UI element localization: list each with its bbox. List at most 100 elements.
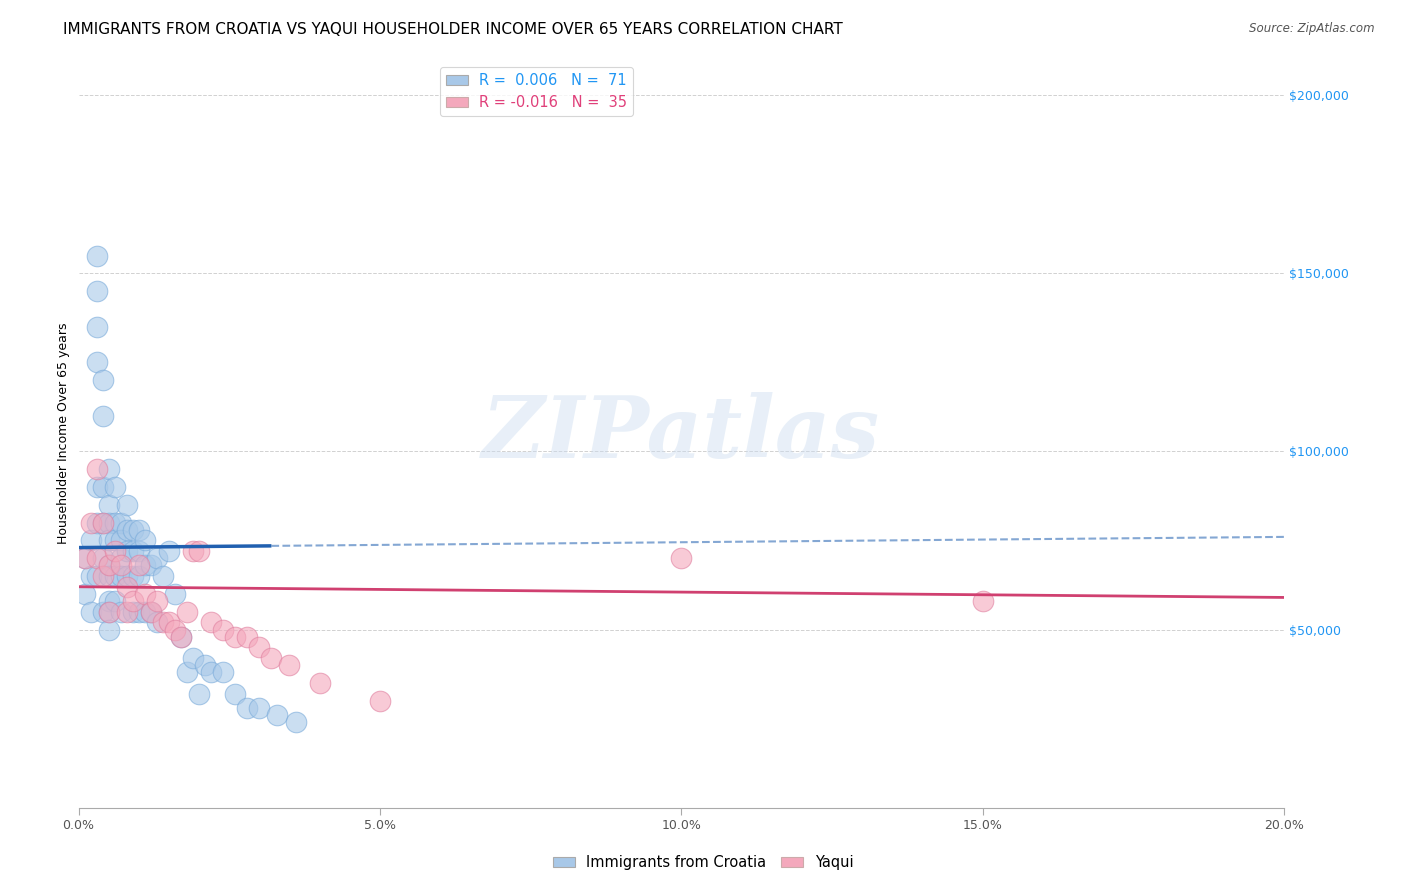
Point [73, 551, 96, 566]
Text: ZIPatlas: ZIPatlas [482, 392, 880, 475]
Point [86, 355, 108, 369]
Point [121, 544, 143, 558]
Point [134, 587, 156, 601]
Point [188, 687, 211, 701]
Point [110, 558, 132, 573]
Point [115, 605, 138, 619]
Point [152, 569, 174, 583]
Legend: Immigrants from Croatia, Yaqui: Immigrants from Croatia, Yaqui [547, 849, 859, 876]
Point [247, 701, 270, 715]
Point [128, 544, 150, 558]
Point [284, 715, 307, 730]
Point [79, 533, 101, 548]
Point [110, 533, 132, 548]
Point [115, 544, 138, 558]
Point [115, 569, 138, 583]
Point [170, 630, 193, 644]
Point [91, 605, 114, 619]
Point [170, 630, 193, 644]
Point [224, 687, 246, 701]
Point [79, 605, 101, 619]
Point [97, 605, 120, 619]
Point [91, 409, 114, 423]
Point [91, 516, 114, 530]
Point [128, 605, 150, 619]
Point [176, 605, 198, 619]
Point [79, 569, 101, 583]
Point [266, 708, 288, 723]
Y-axis label: Householder Income Over 65 years: Householder Income Over 65 years [58, 323, 70, 544]
Point [146, 551, 169, 566]
Point [163, 623, 186, 637]
Point [212, 665, 235, 680]
Point [104, 480, 127, 494]
Text: IMMIGRANTS FROM CROATIA VS YAQUI HOUSEHOLDER INCOME OVER 65 YEARS CORRELATION CH: IMMIGRANTS FROM CROATIA VS YAQUI HOUSEHO… [63, 22, 844, 37]
Point [86, 516, 108, 530]
Point [121, 523, 143, 537]
Point [104, 533, 127, 548]
Point [236, 701, 259, 715]
Point [110, 551, 132, 566]
Point [79, 516, 101, 530]
Text: Source: ZipAtlas.com: Source: ZipAtlas.com [1250, 22, 1375, 36]
Point [86, 248, 108, 262]
Point [91, 551, 114, 566]
Point [97, 516, 120, 530]
Point [97, 462, 120, 476]
Point [104, 569, 127, 583]
Point [134, 605, 156, 619]
Point [115, 523, 138, 537]
Point [110, 605, 132, 619]
Point [128, 569, 150, 583]
Point [115, 498, 138, 512]
Point [212, 623, 235, 637]
Point [181, 544, 204, 558]
Point [86, 551, 108, 566]
Point [110, 516, 132, 530]
Point [97, 623, 120, 637]
Point [146, 594, 169, 608]
Point [86, 284, 108, 298]
Point [224, 630, 246, 644]
Point [247, 640, 270, 655]
Point [104, 516, 127, 530]
Point [97, 558, 120, 573]
Point [121, 569, 143, 583]
Point [194, 658, 217, 673]
Point [139, 605, 162, 619]
Point [104, 544, 127, 558]
Point [157, 544, 180, 558]
Point [308, 676, 330, 690]
Point [73, 551, 96, 566]
Point [134, 558, 156, 573]
Point [73, 587, 96, 601]
Point [200, 665, 222, 680]
Point [188, 544, 211, 558]
Point [110, 569, 132, 583]
Point [139, 605, 162, 619]
Point [972, 594, 994, 608]
Point [152, 615, 174, 630]
Point [86, 462, 108, 476]
Point [163, 587, 186, 601]
Point [97, 533, 120, 548]
Point [86, 569, 108, 583]
Point [278, 658, 301, 673]
Point [91, 373, 114, 387]
Point [97, 605, 120, 619]
Point [104, 594, 127, 608]
Point [91, 480, 114, 494]
Point [157, 615, 180, 630]
Point [146, 615, 169, 630]
Point [97, 594, 120, 608]
Point [91, 516, 114, 530]
Point [86, 480, 108, 494]
Point [128, 558, 150, 573]
Point [139, 558, 162, 573]
Point [128, 523, 150, 537]
Point [97, 558, 120, 573]
Point [200, 615, 222, 630]
Legend: R =  0.006   N =  71, R = -0.016   N =  35: R = 0.006 N = 71, R = -0.016 N = 35 [440, 67, 633, 116]
Point [176, 665, 198, 680]
Point [121, 605, 143, 619]
